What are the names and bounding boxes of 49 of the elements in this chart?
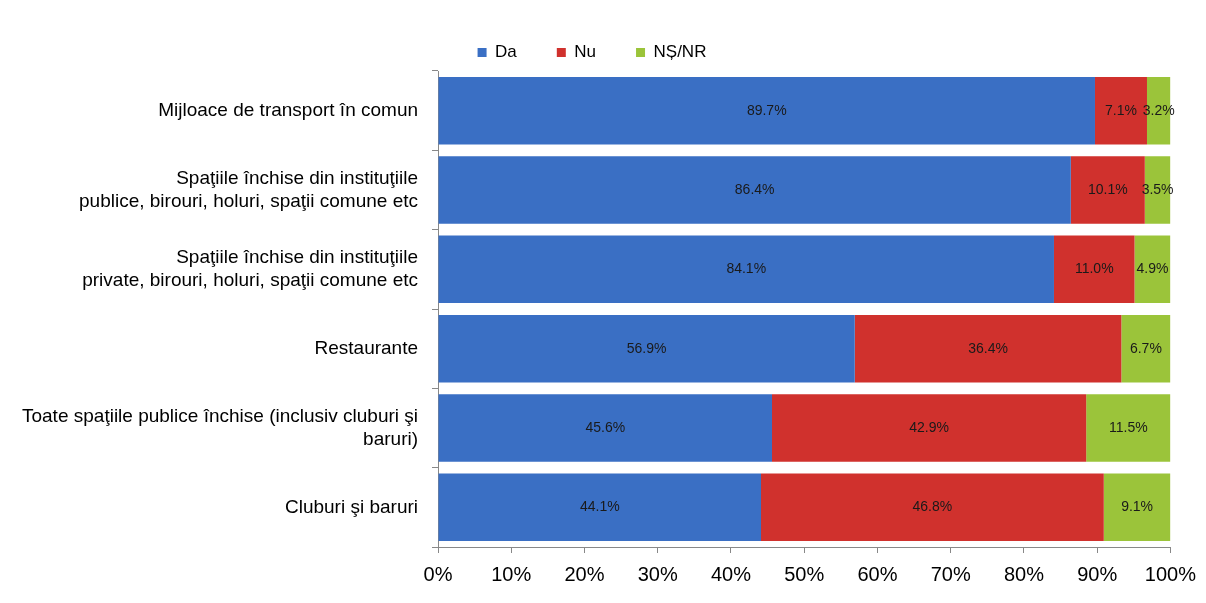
x-tick-label: 60% bbox=[857, 562, 898, 585]
bar bbox=[1053, 235, 1135, 304]
y-tick-label: Toate spaţiile publice închise (inclusiv cluburi şi baruri) bbox=[21, 404, 419, 449]
data-label: 11.5% bbox=[1108, 418, 1148, 435]
data-label: 10.1% bbox=[1087, 180, 1128, 197]
legend-label: Nu bbox=[574, 42, 597, 62]
data-label: 44.1% bbox=[579, 498, 620, 515]
y-tick-label: Mijloace de transport în comun bbox=[158, 98, 419, 120]
bar bbox=[1086, 394, 1171, 462]
x-tick-label: 50% bbox=[784, 562, 825, 585]
bar bbox=[1121, 314, 1171, 383]
bar bbox=[854, 314, 1122, 383]
x-tick-label: 100% bbox=[1144, 562, 1197, 585]
bar bbox=[761, 473, 1104, 542]
bar bbox=[772, 394, 1087, 462]
x-tick-label: 40% bbox=[710, 562, 752, 585]
legend-label: Da bbox=[495, 42, 518, 62]
y-tick-label: Cluburi şi baruri bbox=[284, 495, 419, 517]
bar bbox=[438, 394, 772, 462]
y-tick-label: Restaurante bbox=[314, 336, 419, 358]
x-tick-label: 0% bbox=[423, 562, 453, 585]
x-tick-label: 20% bbox=[564, 562, 605, 585]
data-label: 84.1% bbox=[726, 260, 767, 277]
x-tick-label: 80% bbox=[1003, 562, 1045, 585]
x-tick-label: 70% bbox=[930, 562, 971, 585]
data-label: 9.1% bbox=[1121, 498, 1154, 515]
x-tick-label: 30% bbox=[637, 562, 678, 585]
data-label: 89.7% bbox=[746, 101, 787, 118]
data-label: 6.7% bbox=[1129, 339, 1162, 356]
bar bbox=[438, 314, 855, 383]
legend-label: NȘ/NR bbox=[653, 42, 707, 62]
y-tick-label: Spaţiile închise din instituţiile publice, birouri, holuri, spaţii comune etc bbox=[79, 166, 419, 211]
data-label: 42.9% bbox=[909, 418, 949, 435]
y-tick-label: Spaţiile închise din instituţiile private, birouri, holuri, spaţii comune etc bbox=[82, 246, 419, 290]
x-tick-label: 10% bbox=[491, 562, 532, 585]
data-label: 56.9% bbox=[626, 339, 667, 356]
bar bbox=[438, 473, 762, 542]
data-label: 86.4% bbox=[734, 180, 775, 197]
bar bbox=[438, 156, 1071, 224]
bar bbox=[438, 235, 1054, 304]
data-label: 46.8% bbox=[912, 498, 953, 515]
data-label: 36.4% bbox=[968, 339, 1008, 356]
data-label: 4.9% bbox=[1136, 260, 1169, 277]
bar bbox=[1103, 473, 1171, 542]
bar bbox=[438, 76, 1095, 145]
data-label: 7.1% bbox=[1105, 101, 1137, 118]
data-label: 45.6% bbox=[585, 418, 626, 435]
data-label: 11.0% bbox=[1074, 260, 1114, 277]
x-tick-label: 90% bbox=[1077, 562, 1118, 585]
